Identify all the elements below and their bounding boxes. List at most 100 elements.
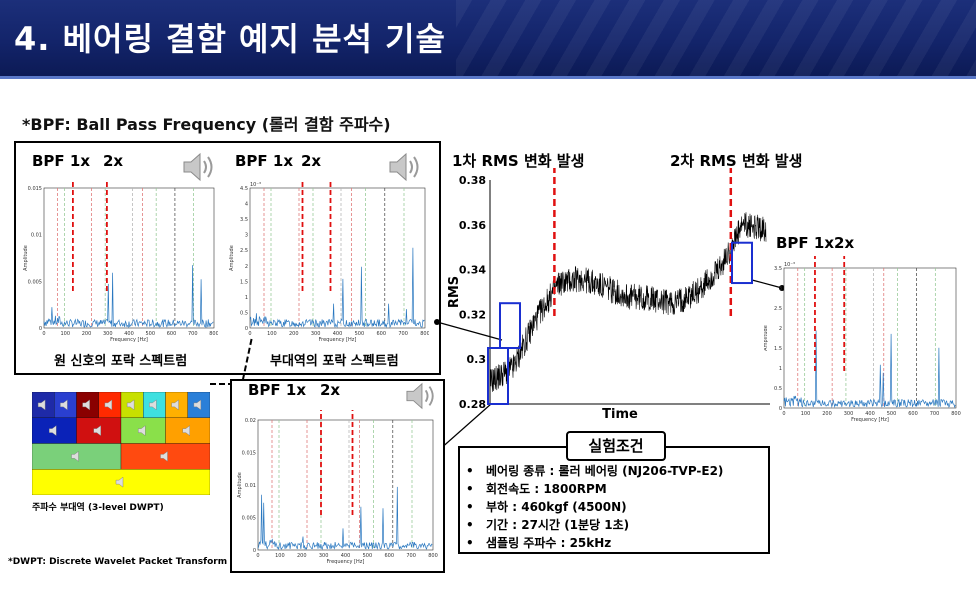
conditions-title: 실험조건	[566, 431, 666, 461]
y-tick-label: 1	[779, 366, 782, 372]
y-tick-label: 0.5	[240, 310, 248, 316]
speaker-icon	[389, 152, 419, 182]
x-tick-label: 700	[188, 331, 198, 337]
x-tick-label: 800	[420, 331, 429, 337]
banner-decoration	[456, 0, 976, 76]
x-axis-label: Frequency [Hz]	[851, 417, 889, 423]
speaker-icon	[104, 399, 113, 411]
y-tick-label: 2.5	[240, 248, 248, 254]
banner-underline	[0, 76, 976, 79]
x-tick-label: 500	[887, 411, 897, 417]
rms-trend-chart: 0.28 0.3 0.32 0.34 0.36 0.38 RMS Time	[447, 168, 770, 422]
speaker-icon	[49, 425, 57, 437]
speaker-icon	[93, 425, 101, 437]
spectrum-chart-right: 0 100 200 300 400 500 600 700 800 0 0.5 1 1.5 2 2.5 3 3.…	[764, 256, 961, 423]
x-tick-label: 0	[782, 411, 785, 417]
condition-item: 회전속도 : 1800RPM	[466, 480, 723, 498]
x-axis-label: Frequency [Hz]	[110, 337, 148, 343]
plot-frame	[783, 267, 957, 409]
bottom-2x-label: 2x	[320, 381, 341, 399]
y-tick-label: 2.5	[774, 306, 782, 312]
rms-y-tick-label: 0.38	[459, 174, 486, 187]
rms-x-axis-label: Time	[602, 407, 638, 422]
wavelet-caption: 주파수 부대역 (3-level DWPT)	[32, 503, 164, 513]
rms-event2-label: 2차 RMS 변화 발생	[670, 152, 803, 170]
y-axis-label: Amplitude	[237, 472, 243, 498]
y-tick-label: 3.5	[774, 266, 782, 272]
y-axis-label: Amplitude	[23, 245, 29, 271]
bottom-bpf-label: BPF 1x	[248, 381, 307, 399]
x-tick-label: 300	[844, 411, 854, 417]
bpf-definition: *BPF: Ball Pass Frequency (롤러 결함 주파수)	[22, 115, 391, 134]
x-tick-label: 600	[376, 331, 386, 337]
speaker-icon	[406, 382, 434, 410]
x-tick-label: 200	[297, 553, 307, 559]
speaker-icon	[183, 152, 213, 182]
x-tick-label: 800	[209, 331, 218, 337]
x-tick-label: 100	[60, 331, 70, 337]
y-tick-label: 0	[245, 326, 248, 332]
speaker-icon	[115, 476, 124, 488]
y-tick-label: 0	[779, 406, 782, 412]
left-bpf-label: BPF 1x	[32, 152, 91, 170]
y-tick-label: 0.02	[245, 418, 256, 424]
x-tick-label: 400	[333, 331, 343, 337]
right-bpf-label: BPF 1x2x	[776, 234, 855, 252]
mid-spectrum-caption: 부대역의 포락 스펙트럼	[270, 354, 399, 369]
title-banner: 4. 베어링 결함 예지 분석 기술	[0, 0, 976, 76]
exponent-label: 10⁻³	[784, 262, 795, 268]
x-tick-label: 700	[406, 553, 416, 559]
y-tick-label: 1.5	[774, 346, 782, 352]
highlight-box	[499, 302, 521, 349]
x-tick-label: 300	[311, 331, 321, 337]
rms-trace	[489, 212, 767, 392]
y-tick-label: 4	[245, 202, 248, 208]
speaker-icon	[82, 399, 90, 411]
page-title: 4. 베어링 결함 예지 분석 기술	[14, 20, 446, 58]
y-tick-label: 4.5	[240, 186, 248, 192]
y-tick-label: 0.005	[242, 516, 256, 522]
conditions-list: 베어링 종류 : 롤러 베어링 (NJ206-TVP-E2) 회전속도 : 18…	[466, 462, 723, 552]
x-axis-label: Frequency [Hz]	[327, 559, 365, 565]
x-axis-label: Frequency [Hz]	[319, 337, 357, 343]
speaker-icon	[149, 399, 157, 411]
x-tick-label: 300	[319, 553, 329, 559]
x-tick-label: 0	[42, 331, 45, 337]
spectrum-trace	[249, 247, 425, 329]
x-tick-label: 600	[167, 331, 177, 337]
spectrum-chart-bottom: 0 100 200 300 400 500 600 700 800 0 0.005 0.01 0.015…	[237, 410, 438, 565]
spectrum-trace	[783, 330, 956, 409]
x-tick-label: 700	[930, 411, 940, 417]
x-tick-label: 800	[428, 553, 438, 559]
left-2x-label: 2x	[103, 152, 124, 170]
spectrum-trace	[257, 486, 433, 551]
wavelet-subband-grid	[32, 392, 210, 495]
x-tick-label: 500	[355, 331, 365, 337]
x-tick-label: 400	[124, 331, 134, 337]
x-tick-label: 400	[341, 553, 351, 559]
x-tick-label: 600	[384, 553, 394, 559]
y-tick-label: 1.5	[240, 279, 248, 285]
rms-y-tick-label: 0.32	[459, 308, 486, 321]
speaker-icon	[193, 399, 202, 411]
y-tick-label: 0.5	[774, 386, 782, 392]
y-tick-label: 2	[245, 264, 248, 270]
y-tick-label: 3	[779, 286, 782, 292]
y-tick-label: 0.005	[28, 279, 42, 285]
x-tick-label: 600	[908, 411, 918, 417]
rms-y-tick-label: 0.28	[459, 398, 486, 411]
speaker-icon	[138, 425, 146, 437]
rms-y-axis-label: RMS	[447, 276, 462, 308]
x-tick-label: 700	[398, 331, 408, 337]
x-tick-label: 500	[363, 553, 373, 559]
exponent-label: 10⁻³	[250, 182, 261, 188]
x-tick-label: 0	[248, 331, 251, 337]
condition-item: 베어링 종류 : 롤러 베어링 (NJ206-TVP-E2)	[466, 462, 723, 480]
speaker-icon	[182, 425, 190, 437]
mid-bpf-label: BPF 1x	[235, 152, 294, 170]
condition-item: 샘플링 주파수 : 25kHz	[466, 534, 723, 552]
condition-item: 기간 : 27시간 (1분당 1초)	[466, 516, 723, 534]
x-tick-label: 400	[865, 411, 875, 417]
rms-y-tick-label: 0.3	[467, 353, 487, 366]
x-tick-label: 0	[256, 553, 259, 559]
